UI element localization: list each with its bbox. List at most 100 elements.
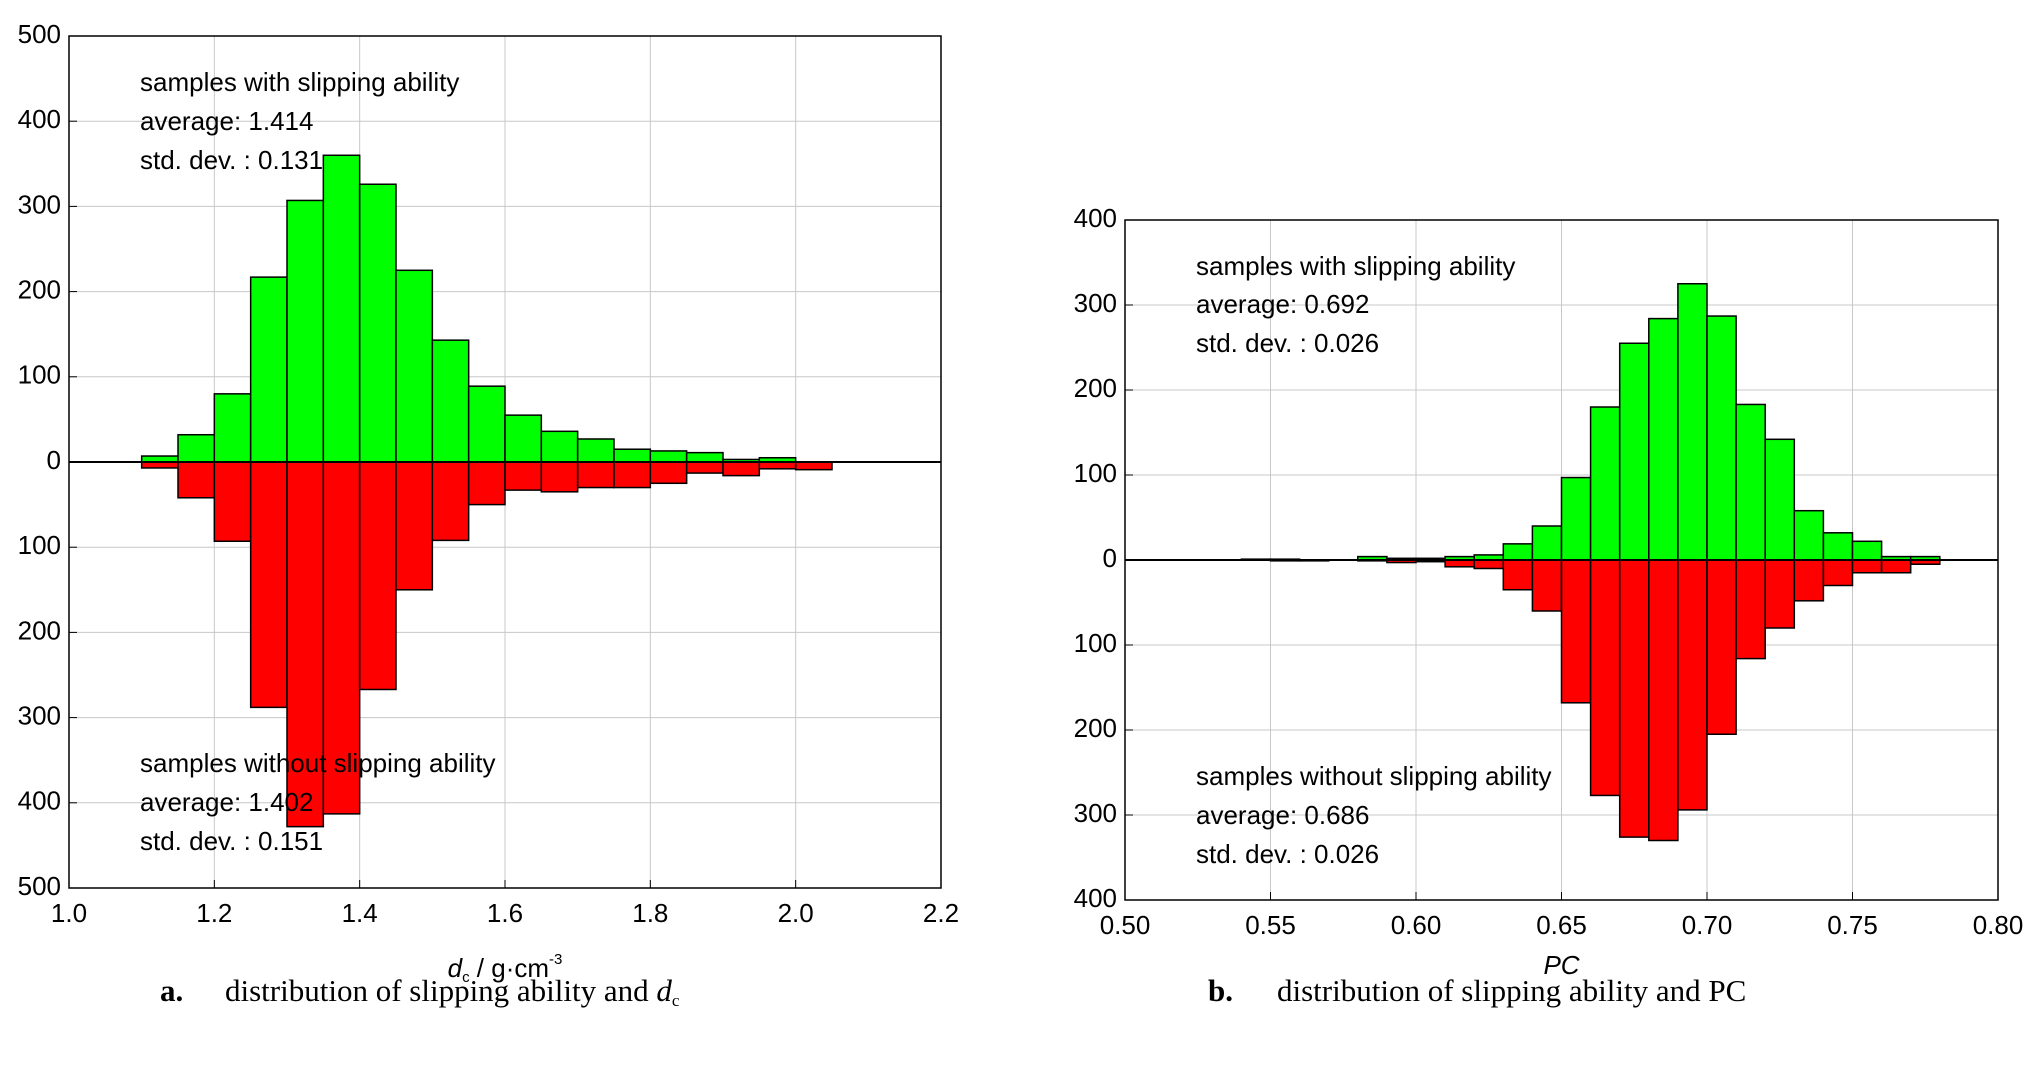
annotation: std. dev. : 0.151: [140, 826, 323, 856]
y-tick-label: 400: [18, 786, 61, 816]
histogram-bar: [358, 183, 397, 463]
annotation: samples without slipping ability: [140, 748, 496, 778]
caption: distribution of slipping ability and PC: [1277, 973, 1746, 1008]
y-tick-label: 300: [18, 189, 61, 219]
y-tick-label: 200: [18, 274, 61, 304]
y-tick-label: 300: [1074, 288, 1117, 318]
histogram-bar: [613, 448, 652, 463]
histogram-bar: [395, 461, 434, 591]
y-tick-label: 100: [1074, 628, 1117, 658]
x-tick-label: 0.55: [1245, 910, 1296, 940]
annotation: average: 1.414: [140, 106, 313, 136]
histogram-bar: [1764, 559, 1796, 629]
plot-frame: [68, 35, 942, 889]
y-tick-label: 0: [1103, 543, 1117, 573]
histogram-bar: [322, 461, 361, 815]
x-tick-label: 1.2: [196, 898, 232, 928]
x-tick-label: 0.70: [1682, 910, 1733, 940]
x-axis-label-part: d: [448, 953, 464, 983]
histogram-bar: [1764, 438, 1796, 561]
y-tick-label: 0: [47, 445, 61, 475]
histogram-bar: [1735, 403, 1766, 561]
y-tick-label: 400: [18, 104, 61, 134]
x-axis-label: dc / g·cm-3: [448, 951, 563, 986]
y-tick-label: 100: [1074, 458, 1117, 488]
histogram-bar: [576, 438, 615, 463]
histogram-bar: [1677, 559, 1708, 811]
histogram-bar: [1560, 476, 1592, 561]
histogram-bar: [213, 461, 252, 542]
y-tick-label: 500: [18, 19, 61, 49]
histogram-bar: [431, 339, 470, 463]
histogram-bar: [758, 461, 797, 470]
annotation: samples without slipping ability: [1196, 761, 1552, 791]
x-axis-label-part: c: [462, 969, 470, 986]
annotation: average: 0.686: [1196, 800, 1369, 830]
y-tick-label: 100: [18, 360, 61, 390]
histogram-bar: [1822, 559, 1854, 587]
histogram-bar: [1735, 559, 1766, 660]
histogram-bar: [504, 414, 543, 463]
histogram-bar: [1648, 559, 1679, 842]
histogram-bar: [1706, 559, 1737, 735]
histogram-bar: [1648, 317, 1679, 561]
histogram-bar: [794, 461, 833, 471]
x-tick-label: 1.8: [632, 898, 668, 928]
y-tick-label: 200: [18, 615, 61, 645]
histogram-bar: [286, 199, 325, 463]
x-axis-label-part: / g·cm: [470, 953, 549, 983]
histogram-bar: [249, 461, 288, 709]
histogram-bar: [1851, 559, 1883, 574]
histogram-bar: [1502, 543, 1534, 561]
histogram-bar: [358, 461, 397, 691]
histogram-bar: [213, 393, 252, 463]
y-tick-label: 400: [1074, 883, 1117, 913]
histogram-bar: [1677, 283, 1708, 561]
histogram-bar: [177, 433, 216, 463]
x-tick-label: 0.80: [1973, 910, 2024, 940]
histogram-bar: [249, 276, 288, 463]
histogram-bar: [1589, 559, 1621, 797]
histogram-bar: [722, 461, 761, 477]
histogram-bar: [1851, 540, 1883, 561]
histogram-bar: [1589, 406, 1621, 561]
annotation: samples with slipping ability: [1196, 251, 1515, 281]
histogram-bar: [576, 461, 615, 489]
annotation: average: 0.692: [1196, 289, 1369, 319]
histogram-bar: [1618, 559, 1650, 838]
histogram-bar: [1706, 315, 1737, 561]
annotation: std. dev. : 0.026: [1196, 839, 1379, 869]
histogram-bar: [467, 385, 506, 463]
y-tick-label: 200: [1074, 713, 1117, 743]
histogram-bar: [540, 430, 579, 463]
histogram-bar: [1531, 525, 1563, 561]
histogram-bar: [1444, 559, 1475, 568]
x-tick-label: 0.60: [1391, 910, 1442, 940]
y-tick-label: 300: [18, 700, 61, 730]
caption-label: a.: [160, 973, 183, 1008]
plot-frame: [1124, 219, 1999, 901]
caption-part: d: [656, 973, 672, 1008]
histogram-bar: [395, 269, 434, 463]
histogram-bar: [649, 461, 688, 485]
x-tick-label: 2.2: [923, 898, 959, 928]
histogram-bar: [431, 461, 470, 542]
annotation: std. dev. : 0.026: [1196, 328, 1379, 358]
annotation: std. dev. : 0.131: [140, 145, 323, 175]
histogram-bar: [1822, 532, 1854, 561]
histogram-bar: [1502, 559, 1534, 591]
y-tick-label: 200: [1074, 373, 1117, 403]
histogram-bar: [504, 461, 543, 491]
histogram-bar: [1793, 509, 1825, 561]
histogram-bar: [685, 451, 724, 463]
y-tick-label: 500: [18, 871, 61, 901]
histogram-bar: [1793, 559, 1825, 602]
caption-part: c: [672, 991, 680, 1010]
histogram-bar: [467, 461, 506, 506]
histogram-bar: [685, 461, 724, 474]
x-axis-label: PC: [1543, 950, 1579, 980]
x-tick-label: 0.65: [1536, 910, 1587, 940]
